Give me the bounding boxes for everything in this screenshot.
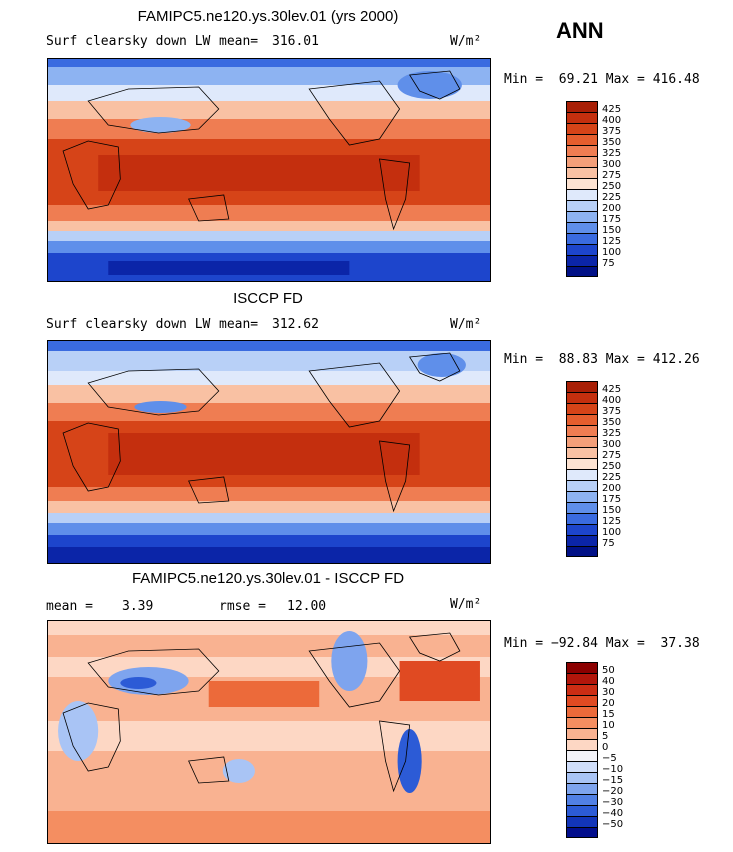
panel2-tick: 175 [602,494,622,505]
panel1-map [47,58,491,282]
panel1-tick: 375 [602,126,622,137]
panel3-tick: 5 [602,731,609,742]
panel2-mean-label: mean= [219,317,259,332]
panel2-tick: 425 [602,384,622,395]
panel2-minmax: Min = 88.83 Max = 412.26 [504,352,700,367]
panel1-tick: 300 [602,159,622,170]
panel3-title: FAMIPC5.ne120.ys.30lev.01 - ISCCP FD [131,570,405,587]
panel1-tick: 100 [602,247,622,258]
panel2-tick: 100 [602,527,622,538]
panel3-mean-label: mean = [46,599,93,614]
panel3-tick: 0 [602,742,609,753]
panel1-tick: 75 [602,258,615,269]
panel1-tick: 250 [602,181,622,192]
panel1-tick: 175 [602,214,622,225]
panel1-tick: 275 [602,170,622,181]
panel2-tick: 125 [602,516,622,527]
panel2-map [47,340,491,564]
panel2-mean-value: 312.62 [272,317,319,332]
panel1-tick: 200 [602,203,622,214]
panel3-rmse-value: 12.00 [287,599,327,614]
panel3-map [47,620,491,844]
panel1-tick: 350 [602,137,622,148]
panel1-variable: Surf clearsky down LW [46,34,211,49]
panel3-colorbar [566,662,598,838]
panel1-title: FAMIPC5.ne120.ys.30lev.01 (yrs 2000) [137,8,399,25]
panel3-tick: 50 [602,665,615,676]
panel3-tick: −40 [602,808,624,819]
panel3-tick: −30 [602,797,624,808]
panel3-mean-value: 3.39 [122,599,154,614]
panel3-tick: −20 [602,786,624,797]
panel2-colorbar [566,381,598,557]
panel1-tick: 400 [602,115,622,126]
panel1-units: W/m² [450,34,482,49]
panel3-tick: 30 [602,687,615,698]
panel3-tick: 40 [602,676,615,687]
panel1-tick: 150 [602,225,622,236]
panel2-tick: 375 [602,406,622,417]
panel2-tick: 250 [602,461,622,472]
panel2-tick: 400 [602,395,622,406]
panel1-minmax: Min = 69.21 Max = 416.48 [504,72,700,87]
panel2-tick: 275 [602,450,622,461]
panel2-tick: 300 [602,439,622,450]
panel3-tick: 20 [602,698,615,709]
panel2-tick: 225 [602,472,622,483]
panel3-tick: 15 [602,709,615,720]
panel3-tick: −5 [602,753,617,764]
panel3-tick: −50 [602,819,624,830]
panel3-tick: −10 [602,764,624,775]
panel3-rmse-label: rmse = [219,599,266,614]
panel2-tick: 150 [602,505,622,516]
panel1-tick: 225 [602,192,622,203]
panel2-title: ISCCP FD [233,290,303,307]
panel1-tick: 325 [602,148,622,159]
panel1-mean-label: mean= [219,34,259,49]
panel3-tick: −15 [602,775,624,786]
panel2-tick: 200 [602,483,622,494]
panel2-tick: 75 [602,538,615,549]
panel3-minmax: Min = −92.84 Max = 37.38 [504,636,700,651]
panel1-tick: 425 [602,104,622,115]
panel3-units: W/m² [450,597,482,612]
panel1-tick: 125 [602,236,622,247]
panel2-tick: 350 [602,417,622,428]
season-label: ANN [556,18,604,43]
panel2-units: W/m² [450,317,482,332]
panel2-tick: 325 [602,428,622,439]
panel2-variable: Surf clearsky down LW [46,317,211,332]
panel1-mean-value: 316.01 [272,34,319,49]
panel1-colorbar [566,101,598,277]
panel3-tick: 10 [602,720,615,731]
